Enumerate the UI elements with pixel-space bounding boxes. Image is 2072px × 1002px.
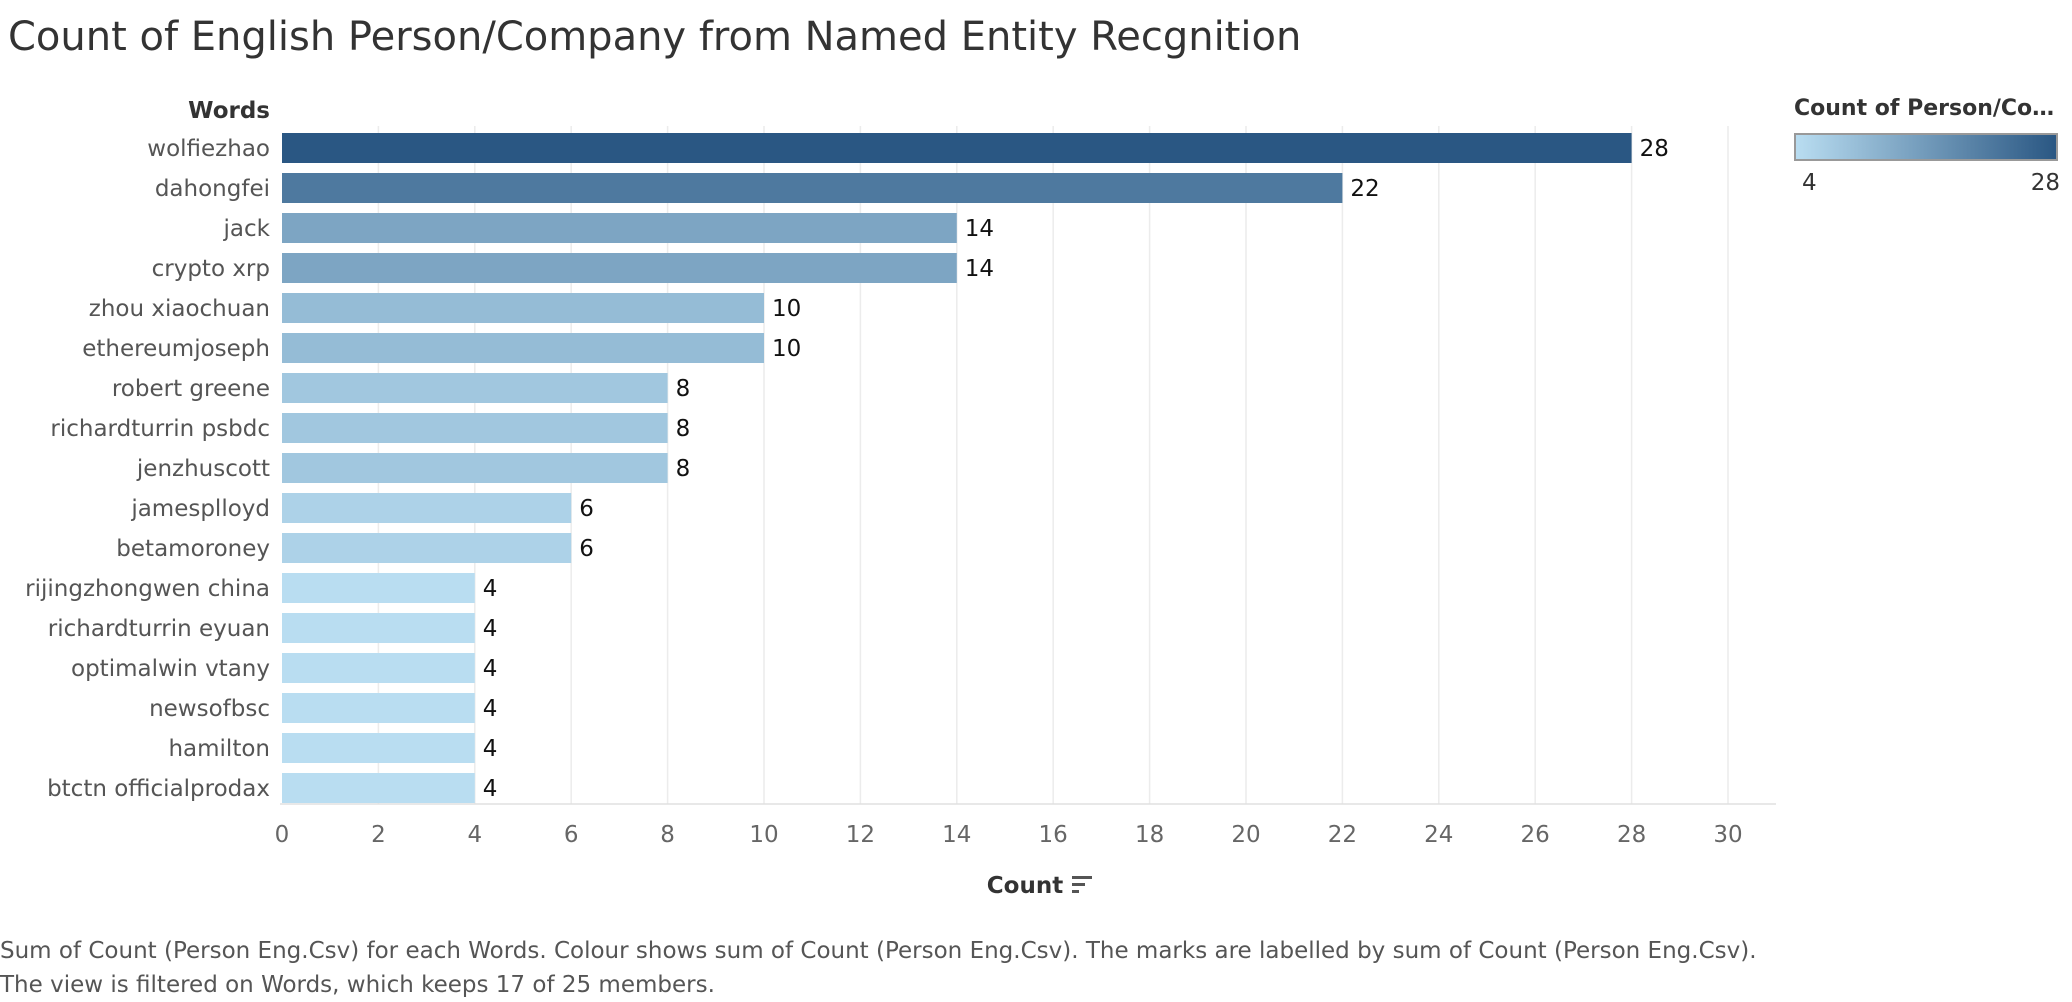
category-label[interactable]: rijingzhongwen china	[25, 576, 270, 602]
bar-value-label: 8	[676, 456, 691, 482]
bar[interactable]	[282, 333, 764, 363]
sort-icon[interactable]	[1072, 876, 1092, 893]
bar[interactable]	[282, 733, 475, 763]
x-tick-label: 12	[846, 822, 875, 848]
color-legend: Count of Person/Compa.. 4 28	[1794, 96, 2066, 196]
x-tick-label: 2	[371, 822, 386, 848]
bar-value-label: 4	[483, 736, 498, 762]
category-label[interactable]: richardturrin psbdc	[50, 416, 270, 442]
bar-value-label: 10	[772, 296, 801, 322]
bar-value-label: 4	[483, 656, 498, 682]
bar[interactable]	[282, 373, 668, 403]
category-label[interactable]: richardturrin eyuan	[48, 616, 270, 642]
x-tick-label: 30	[1713, 822, 1742, 848]
x-tick-label: 10	[749, 822, 778, 848]
category-label[interactable]: crypto xrp	[152, 256, 270, 282]
bar[interactable]	[282, 133, 1632, 163]
legend-title[interactable]: Count of Person/Compa..	[1794, 96, 2066, 121]
bar-value-label: 28	[1640, 136, 1669, 162]
x-axis: 0 2 4 6 8 10 12 14 16 18 20 22 24 26 28 30	[275, 803, 1776, 848]
bar[interactable]	[282, 173, 1343, 203]
category-label[interactable]: newsofbsc	[149, 696, 270, 722]
category-label[interactable]: wolfiezhao	[147, 136, 270, 162]
bar[interactable]	[282, 453, 668, 483]
bar[interactable]	[282, 573, 475, 603]
x-tick-label: 18	[1135, 822, 1164, 848]
y-axis-title: Words	[188, 98, 270, 124]
category-label[interactable]: betamoroney	[116, 536, 270, 562]
category-label[interactable]: robert greene	[112, 376, 270, 402]
x-tick-label: 22	[1328, 822, 1357, 848]
category-label[interactable]: ethereumjoseph	[82, 336, 270, 362]
chart-title: Count of English Person/Company from Nam…	[8, 14, 1302, 60]
bar-value-label: 4	[483, 776, 498, 802]
legend-gradient	[1794, 133, 2058, 161]
x-tick-label: 28	[1617, 822, 1646, 848]
legend-max-label: 28	[2030, 170, 2060, 196]
chart-caption: Sum of Count (Person Eng.Csv) for each W…	[0, 938, 1757, 998]
bar[interactable]	[282, 413, 668, 443]
bar[interactable]	[282, 293, 764, 323]
bar[interactable]	[282, 493, 572, 523]
bar-value-label: 14	[965, 216, 994, 242]
bar-value-label: 6	[579, 496, 594, 522]
x-axis-title[interactable]: Count	[987, 873, 1063, 899]
bar[interactable]	[282, 613, 475, 643]
x-tick-label: 8	[660, 822, 675, 848]
x-tick-label: 0	[275, 822, 290, 848]
bar-value-label: 6	[579, 536, 594, 562]
bar[interactable]	[282, 213, 957, 243]
bar-value-label: 4	[483, 576, 498, 602]
bar-value-label: 8	[676, 416, 691, 442]
bar-value-label: 8	[676, 376, 691, 402]
bars: 28 22 14 14 10 10 8 8 8 6 6 4 4 4 4 4 4	[282, 133, 1669, 803]
bar[interactable]	[282, 773, 475, 803]
x-tick-label: 4	[467, 822, 482, 848]
category-label[interactable]: optimalwin vtany	[71, 656, 270, 682]
x-tick-label: 16	[1039, 822, 1068, 848]
bar-value-label: 10	[772, 336, 801, 362]
x-tick-label: 24	[1424, 822, 1453, 848]
category-label[interactable]: jamesplloyd	[130, 496, 270, 522]
category-label[interactable]: jenzhuscott	[136, 456, 270, 482]
category-labels: wolfiezhao dahongfei jack crypto xrp zhou xi…	[25, 136, 271, 802]
bar-value-label: 22	[1350, 176, 1379, 202]
bar-value-label: 4	[483, 696, 498, 722]
x-tick-label: 14	[942, 822, 971, 848]
category-label[interactable]: jack	[223, 216, 271, 242]
x-tick-label: 6	[564, 822, 579, 848]
bar-value-label: 14	[965, 256, 994, 282]
bar-value-label: 4	[483, 616, 498, 642]
x-tick-label: 26	[1521, 822, 1550, 848]
legend-min-label: 4	[1802, 170, 1817, 196]
category-label[interactable]: dahongfei	[155, 176, 270, 202]
category-label[interactable]: hamilton	[168, 736, 270, 762]
bar[interactable]	[282, 253, 957, 283]
category-label[interactable]: zhou xiaochuan	[89, 296, 270, 322]
bar[interactable]	[282, 533, 572, 563]
category-label[interactable]: btctn officialprodax	[47, 776, 270, 802]
x-tick-label: 20	[1231, 822, 1260, 848]
bar[interactable]	[282, 653, 475, 683]
bar[interactable]	[282, 693, 475, 723]
